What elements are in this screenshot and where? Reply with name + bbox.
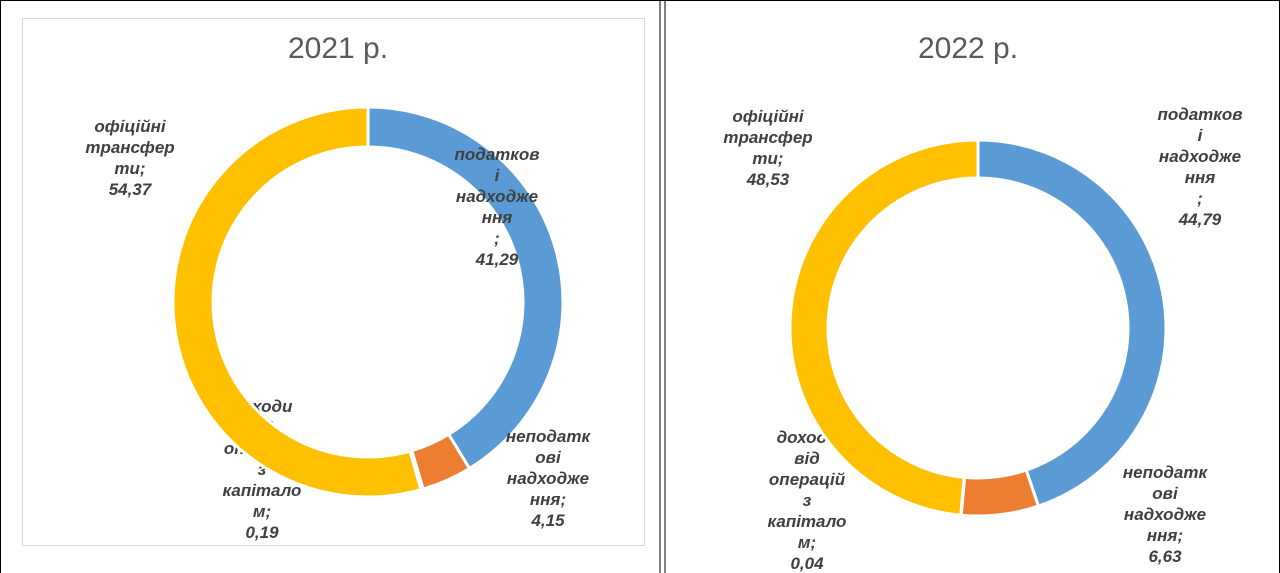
data-label: доходи від операцій з капітало м; 0,04 xyxy=(768,428,847,573)
donut-slice xyxy=(959,468,1041,518)
donut-slice xyxy=(976,138,1168,508)
donut-slice xyxy=(788,138,980,517)
chart-title: 2021 р. xyxy=(288,32,388,65)
data-label: офіційні трансфер ти; 48,53 xyxy=(723,107,812,189)
data-label: офіційні трансфер ти; 54,37 xyxy=(85,117,174,199)
data-label: неподатк ові надходже ння; 6,63 xyxy=(1123,463,1209,566)
data-label: неподатк ові надходже ння; 4,15 xyxy=(506,427,592,530)
data-label: податков і надходже ння; 44,79 xyxy=(1157,105,1242,229)
chart-title: 2022 р. xyxy=(918,32,1018,65)
chart-area xyxy=(22,18,645,546)
data-label: податков і надходже ння; 41,29 xyxy=(454,145,539,269)
donut-slice xyxy=(171,105,423,499)
donut-slice xyxy=(366,105,565,471)
